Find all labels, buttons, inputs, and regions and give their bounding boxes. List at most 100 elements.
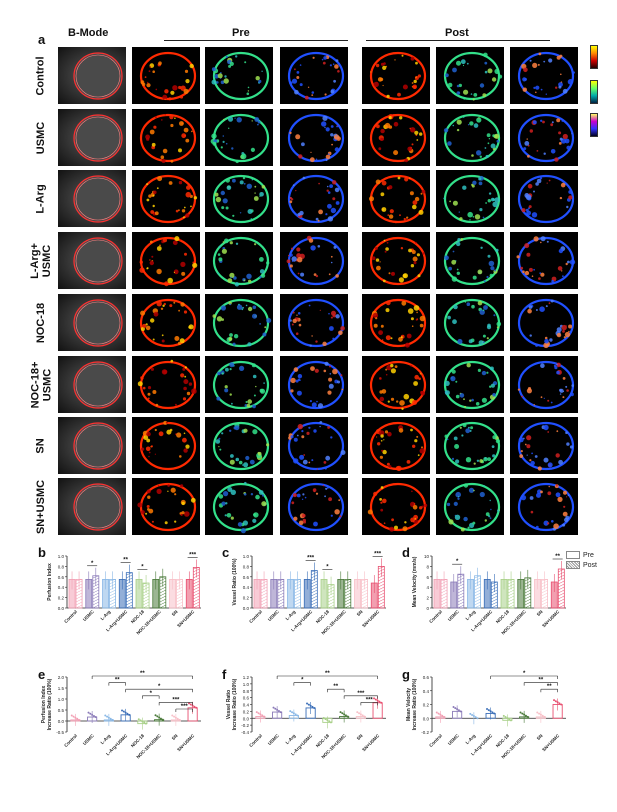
bar-hatch [277, 586, 284, 591]
category-label: NOC-18 [130, 609, 146, 625]
tile-pre-velocity [280, 170, 348, 227]
signal-spot [157, 176, 163, 182]
signal-spot [173, 301, 176, 304]
signal-spot [412, 84, 417, 90]
bar-hatch [176, 586, 183, 591]
signal-spot [474, 214, 481, 220]
tumor-rim [139, 51, 197, 101]
data-point [356, 711, 359, 714]
signal-spot [289, 200, 293, 204]
signal-spot [485, 512, 490, 517]
bar-hatch [361, 589, 368, 594]
bar-hatch [541, 601, 548, 606]
signal-spot [476, 237, 479, 240]
signal-spot [413, 503, 416, 505]
signal-spot [152, 117, 155, 121]
signal-spot [526, 138, 528, 140]
signal-spot [227, 487, 233, 492]
signal-spot [488, 260, 495, 267]
data-point [313, 706, 316, 709]
tile-image [212, 236, 270, 287]
tile-image [443, 51, 503, 101]
signal-spot [547, 462, 553, 468]
y-tick-label: -0.2 [241, 723, 249, 728]
signal-spot [482, 216, 485, 219]
signal-spot [185, 79, 190, 84]
bar [137, 720, 148, 725]
signal-spot [150, 318, 155, 323]
signal-spot [152, 194, 155, 197]
signal-spot [211, 67, 216, 72]
bar-hatch [541, 583, 548, 588]
signal-spot [183, 127, 189, 133]
tile-image [73, 114, 123, 162]
signal-spot [551, 121, 554, 124]
bar-hatch [327, 589, 335, 594]
data-point [141, 720, 144, 723]
signal-spot [212, 141, 217, 146]
data-point [109, 717, 112, 720]
signal-spot [293, 516, 298, 521]
signal-spot [479, 83, 485, 88]
signal-spot [494, 332, 497, 335]
signal-spot [379, 498, 382, 501]
tile-image [443, 421, 501, 471]
bar-hatch [126, 589, 133, 594]
signal-spot [467, 526, 470, 529]
category-label: L-Arg [100, 609, 112, 621]
signal-spot [569, 445, 574, 449]
signal-spot [398, 428, 404, 433]
signal-spot [225, 206, 229, 210]
signal-spot [521, 208, 526, 213]
bar-hatch [440, 580, 448, 585]
signal-spot [410, 317, 414, 321]
signal-spot [238, 460, 243, 465]
signal-spot [338, 330, 343, 336]
bar-pre [135, 579, 143, 609]
signal-spot [461, 434, 464, 437]
data-point [502, 714, 505, 717]
signal-spot [184, 252, 187, 256]
data-point [87, 711, 90, 714]
signal-spot [455, 394, 460, 399]
signal-spot [445, 73, 449, 78]
signal-spot [295, 134, 301, 140]
signal-spot [311, 459, 314, 462]
bar-hatch [344, 604, 351, 609]
roi-outline-inner [75, 424, 121, 468]
signal-spot [400, 336, 403, 339]
signal-spot [414, 76, 419, 80]
signal-spot [381, 180, 387, 186]
signal-spot [146, 267, 149, 270]
signal-spot [183, 448, 188, 453]
signal-spot [516, 255, 520, 259]
signal-spot [225, 178, 230, 183]
bar-hatch [507, 592, 515, 597]
signal-spot [220, 80, 225, 85]
bar-post [361, 579, 368, 609]
signal-spot [458, 83, 462, 88]
signal-spot [455, 491, 461, 498]
signal-spot [473, 489, 475, 492]
signal-spot [452, 250, 455, 253]
bar-hatch [378, 568, 385, 573]
bar-pre [320, 579, 328, 609]
bar-hatch [92, 598, 99, 603]
signal-spot [383, 239, 386, 242]
y-tick-label: 0.8 [243, 689, 250, 694]
bar-hatch [311, 589, 318, 594]
signal-spot [466, 302, 471, 306]
signal-spot [322, 484, 325, 487]
bar-hatch [344, 586, 351, 591]
bar-hatch [159, 592, 166, 597]
bar-hatch [474, 575, 481, 579]
bar-hatch [176, 601, 183, 606]
tile-post-velocity [510, 356, 578, 413]
signal-spot [536, 150, 539, 152]
signal-spot [250, 218, 252, 220]
tile-image [73, 237, 123, 285]
signal-spot [239, 365, 245, 371]
signal-spot [149, 240, 153, 244]
signal-spot [536, 492, 541, 498]
bar-hatch [457, 601, 464, 606]
